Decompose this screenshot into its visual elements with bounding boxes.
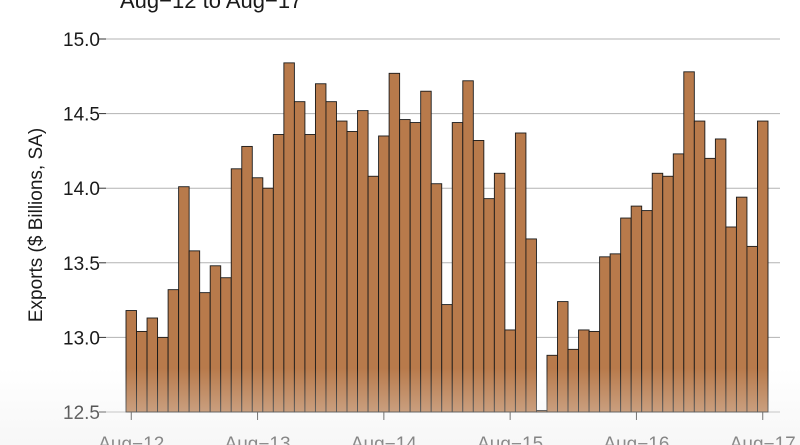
bar	[472, 140, 485, 413]
bar	[672, 153, 685, 413]
y-tick-label: 14.5	[63, 105, 100, 126]
bar	[599, 256, 611, 413]
bar	[609, 253, 622, 413]
bar	[378, 135, 390, 413]
y-tick-label: 14.0	[63, 179, 100, 200]
bar	[262, 187, 274, 413]
x-tick-label: Aug−16	[603, 434, 669, 445]
bar	[525, 238, 537, 413]
bar	[388, 72, 401, 413]
bar	[662, 175, 674, 413]
bar	[178, 186, 190, 413]
bar	[409, 122, 422, 413]
x-tick-label: Aug−13	[225, 434, 291, 445]
bar	[620, 217, 632, 413]
y-tick-label: 12.5	[63, 403, 100, 424]
bar	[314, 83, 327, 413]
bar	[588, 330, 601, 413]
x-tick-label: Aug−15	[477, 434, 543, 445]
bar	[199, 292, 211, 413]
bar	[146, 317, 159, 413]
bar	[735, 196, 748, 413]
bar	[546, 354, 558, 413]
bar	[336, 120, 348, 413]
bar	[293, 101, 306, 413]
bar	[209, 265, 222, 413]
bar	[241, 145, 253, 413]
bar	[136, 330, 148, 413]
y-tick-label: 13.0	[63, 328, 100, 349]
bar	[504, 329, 516, 413]
bar	[399, 119, 411, 413]
bar	[188, 250, 201, 413]
bar	[493, 172, 506, 413]
bar	[125, 310, 137, 413]
bar	[746, 245, 758, 413]
chart-subtitle: Aug−12 to Aug−17	[120, 0, 303, 13]
bar-series	[125, 62, 769, 413]
bar	[714, 138, 727, 413]
bar	[683, 71, 695, 413]
bar	[725, 226, 737, 413]
bar	[514, 132, 527, 413]
x-tick-label: Aug−12	[98, 434, 164, 445]
bar	[325, 101, 337, 413]
y-tick-label: 13.5	[63, 254, 100, 275]
x-tick-label: Aug−17	[730, 434, 796, 445]
x-tick-label: Aug−14	[351, 434, 417, 445]
bar	[230, 168, 243, 413]
bar	[283, 62, 295, 413]
bar	[630, 205, 643, 413]
bar	[430, 183, 443, 413]
bar	[167, 289, 180, 413]
y-tick-label: 15.0	[63, 30, 100, 51]
bar	[536, 410, 548, 413]
bar	[483, 198, 495, 413]
bar	[367, 175, 380, 413]
bar	[346, 131, 358, 413]
bar	[304, 134, 316, 413]
bar	[693, 120, 706, 413]
bar	[462, 80, 474, 413]
y-axis-label: Exports ($ Billions, SA)	[26, 128, 47, 322]
bar	[567, 348, 580, 413]
bar	[757, 120, 769, 413]
bar	[451, 122, 464, 413]
bar	[641, 210, 653, 413]
bar	[704, 157, 716, 413]
bar	[357, 110, 369, 413]
bar	[651, 172, 664, 413]
bar	[557, 301, 569, 413]
bar	[251, 177, 264, 413]
bar	[220, 277, 232, 413]
bar	[578, 329, 590, 413]
bar	[420, 90, 432, 413]
bar	[441, 304, 453, 413]
bar	[157, 336, 169, 413]
bar	[272, 134, 285, 413]
